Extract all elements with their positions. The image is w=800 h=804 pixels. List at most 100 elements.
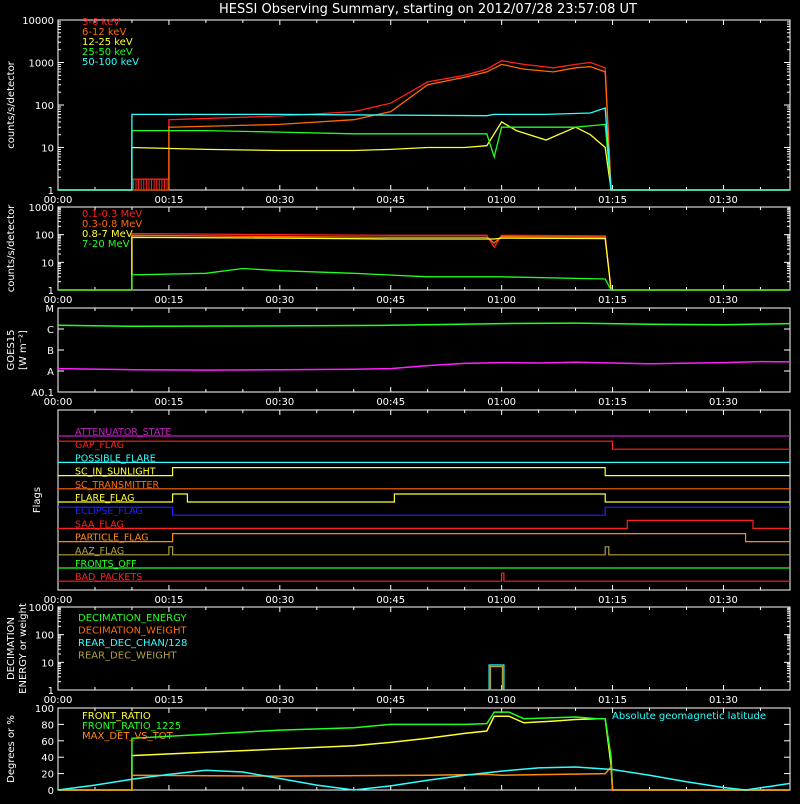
series-line-rear-dec-weight [489, 666, 503, 690]
y-tick-label: B [47, 346, 54, 357]
flag-line [58, 546, 790, 556]
y-tick-label: A0.1 [31, 388, 54, 399]
y-tick-label: 100 [35, 704, 54, 715]
y-tick-label: 1000 [29, 59, 54, 70]
series-line-3-6-kev [58, 60, 790, 191]
x-tick-label: 00:00 [44, 295, 73, 306]
flag-line [58, 440, 790, 450]
series-line-rear-dec-chan-128 [488, 664, 505, 690]
x-tick-label: 00:00 [44, 695, 73, 706]
series-layer [57, 60, 791, 791]
flag-label: GAP_FLAG [75, 440, 124, 451]
x-tick-label: 00:15 [154, 397, 183, 408]
text-layer: 00:00 00:15 00:30 00:45 01:00 01:15 01:30 00:00… [6, 16, 766, 797]
flag-label: SAA_FLAG [75, 519, 124, 530]
y-tick-label: 1 [48, 286, 54, 297]
y-tick-label: 100 [35, 101, 54, 112]
x-tick-label: 01:30 [709, 195, 738, 206]
y-tick-label: C [47, 325, 54, 336]
series-line-0-3-0-8-mev [58, 234, 790, 291]
flag-line [58, 533, 790, 543]
series-line-25-50-kev [58, 123, 790, 191]
legend-entry: 7-20 MeV [82, 239, 130, 250]
flag-line [58, 506, 790, 516]
flag-label: ECLIPSE_FLAG [75, 506, 143, 517]
legend-entry: 25-50 keV [82, 47, 133, 58]
x-tick-label: 01:15 [598, 295, 627, 306]
x-tick-label: 00:45 [376, 195, 405, 206]
x-tick-label: 00:45 [376, 295, 405, 306]
x-tick-label: 00:30 [265, 295, 294, 306]
series-line-1-8-a [57, 322, 791, 328]
y-tick-label: 1000 [29, 203, 54, 214]
legend-entry: 0.3-0.8 MeV [82, 219, 142, 230]
x-tick-label: 00:15 [154, 295, 183, 306]
panel-frame [57, 307, 791, 393]
panel3-ylabel: GOES15 [6, 329, 17, 370]
panel1-ylabel: counts/s/detector [6, 60, 17, 148]
x-tick-label: 01:00 [487, 595, 516, 606]
y-tick-label: 10000 [22, 16, 54, 27]
flag-label: FRONTS_OFF [75, 559, 137, 570]
y-tick-label: 1 [48, 686, 54, 697]
series-line-12-25-kev [58, 121, 790, 191]
x-tick-label: 01:00 [487, 695, 516, 706]
legend-entry: 0.8-7 MeV [82, 229, 133, 240]
x-tick-label: 01:30 [709, 595, 738, 606]
series-line-absolute-geomagnetic-latitude [57, 766, 791, 791]
series-line-50-100-kev [58, 107, 790, 191]
legend-entry: 12-25 keV [82, 37, 133, 48]
series-line-6-12-kev [58, 63, 790, 191]
x-tick-label: 00:30 [265, 397, 294, 408]
y-tick-label: A [47, 367, 54, 378]
y-tick-label: 100 [35, 631, 54, 642]
x-tick-label: 00:45 [376, 397, 405, 408]
x-tick-label: 00:00 [44, 397, 73, 408]
flag-label: BAD_PACKETS [75, 572, 142, 583]
legend-entry: REAR_DEC_WEIGHT [78, 651, 177, 662]
x-tick-label: 00:30 [265, 695, 294, 706]
x-tick-label: 01:00 [487, 195, 516, 206]
legend-entry: REAR_DEC_CHAN/128 [78, 638, 187, 649]
panel6-ylabel: Degrees or % [6, 715, 17, 783]
legend-entry: DECIMATION_ENERGY [78, 613, 187, 624]
series-line-0-8-7-mev [58, 236, 790, 291]
flag-line [58, 493, 790, 503]
series-line-max-det-vs-tot [58, 765, 790, 791]
flag-label: POSSIBLE_FLARE [75, 453, 156, 464]
panel3-ylabel-units: [W m⁻²] [18, 330, 29, 370]
legend-entry: 0.1-0.3 MeV [82, 209, 142, 220]
flag-line [58, 467, 790, 477]
panel-frame [57, 409, 791, 591]
x-tick-label: 00:45 [376, 595, 405, 606]
x-tick-label: 01:15 [598, 397, 627, 408]
x-tick-label: 00:30 [265, 195, 294, 206]
flag-label: SC_TRANSMITTER [75, 480, 160, 491]
panel-frame [57, 606, 791, 691]
flag-label: FLARE_FLAG [75, 493, 135, 504]
flag-line [58, 519, 790, 529]
x-tick-label: 00:15 [154, 195, 183, 206]
x-tick-label: 01:30 [709, 695, 738, 706]
y-tick-label: 40 [41, 753, 54, 764]
legend-entry-right: Absolute geomagnetic latitude [612, 711, 766, 722]
x-tick-label: 01:00 [487, 295, 516, 306]
series-line-0-1-0-3-mev [58, 232, 790, 291]
legend-entry: MAX_DET_VS_TOT [82, 731, 174, 742]
y-tick-label: 60 [41, 737, 54, 748]
series-line-front-ratio-1225 [58, 711, 790, 791]
x-tick-label: 01:15 [598, 695, 627, 706]
y-tick-label: 0 [48, 786, 54, 797]
y-tick-label: 1000 [29, 603, 54, 614]
x-tick-label: 01:15 [598, 595, 627, 606]
legend-entry: FRONT_RATIO [82, 711, 151, 722]
flag-label: PARTICLE_FLAG [75, 533, 148, 544]
x-tick-label: 01:30 [709, 295, 738, 306]
x-tick-label: 00:30 [265, 595, 294, 606]
y-tick-label: 20 [41, 770, 54, 781]
flag-label: AAZ_FLAG [75, 546, 124, 557]
panel5-ylabel-2: ENERGY or weight [18, 603, 29, 694]
x-tick-label: 01:15 [598, 195, 627, 206]
